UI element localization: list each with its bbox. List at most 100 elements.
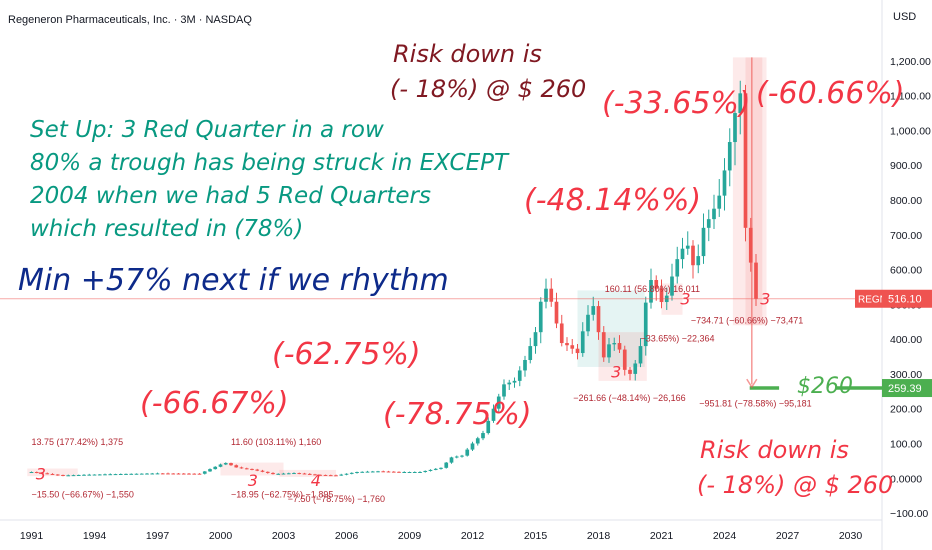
candle-body	[260, 470, 265, 472]
candle-body	[187, 473, 191, 475]
candle-body	[103, 474, 107, 476]
candle-body	[34, 472, 39, 473]
candle-body	[633, 363, 638, 374]
candle-body	[328, 475, 333, 477]
candle-body	[544, 288, 548, 302]
candle-body	[339, 474, 344, 476]
candle-body	[376, 471, 380, 473]
candle-body	[428, 469, 433, 471]
candle-body	[134, 473, 139, 475]
candle-body	[565, 343, 569, 346]
candle-body	[61, 474, 65, 476]
candle-body	[481, 433, 485, 439]
candle-body	[386, 471, 391, 473]
y-tick-label: 400.00	[890, 334, 922, 346]
target-price-label: 259.39	[888, 383, 922, 395]
candle-body	[145, 473, 149, 475]
measure-label: −261.66 (−48.14%) −26,166	[573, 393, 685, 403]
candle-body	[454, 456, 459, 458]
candle-body	[29, 472, 34, 473]
measure-box	[27, 468, 78, 477]
x-tick-label: 2027	[776, 530, 800, 542]
pct-1991: (-66.67%)	[140, 386, 289, 421]
measure-label: 160.11 (56.80%) 16,011	[605, 284, 700, 294]
candle-body	[754, 262, 758, 299]
candle-body	[586, 314, 590, 332]
risk-top-line-1: Risk down is	[393, 40, 542, 68]
candle-body	[706, 219, 711, 228]
candle-body	[129, 473, 134, 475]
candle-body	[286, 473, 291, 475]
candle-body	[118, 474, 123, 475]
candle-body	[418, 472, 422, 473]
candle-body	[691, 245, 695, 266]
candle-body	[318, 474, 323, 476]
pct-2004: (-78.75%)	[383, 397, 532, 432]
candle-body	[685, 245, 690, 249]
min-target-text: Min +57% next if we rhythm	[18, 263, 449, 298]
x-tick-label: 2000	[209, 530, 233, 542]
measure-box	[279, 469, 336, 477]
candle-body	[738, 93, 743, 114]
candle-body	[727, 142, 732, 171]
quarter-count: 3	[611, 362, 621, 381]
candle-body	[612, 343, 617, 345]
candle-body	[412, 472, 417, 473]
quarter-count: 3	[680, 289, 690, 308]
x-tick-label: 2024	[713, 530, 737, 542]
candle-body	[512, 380, 517, 383]
setup-line-3: 2004 when we had 5 Red Quarters	[30, 183, 431, 209]
candle-body	[496, 396, 501, 409]
candle-body	[733, 113, 737, 143]
candle-body	[601, 332, 606, 358]
y-tick-label: 200.00	[890, 404, 922, 416]
measure-label: −33.65%) −22,364	[641, 334, 715, 344]
candle-body	[533, 332, 538, 347]
series-tag-bg	[855, 289, 882, 308]
x-tick-label: 1994	[83, 530, 107, 542]
measure-label: −15.50 (−66.67%) −1,550	[32, 489, 134, 499]
candle-body	[439, 467, 443, 469]
y-tick-label: 300.00	[890, 369, 922, 381]
candle-body	[344, 473, 349, 475]
candle-body	[349, 472, 354, 474]
candle-body	[433, 468, 438, 470]
chart-title: Regeneron Pharmaceuticals, Inc. · 3M · N…	[8, 14, 252, 26]
pct-2020: (-33.65%)	[602, 86, 751, 121]
candle-body	[502, 384, 506, 397]
candle-body	[40, 472, 44, 474]
candle-body	[570, 345, 575, 349]
quarter-count: 3	[760, 289, 770, 308]
setup-line-4: which resulted in (78%)	[30, 216, 303, 242]
candle-body	[397, 471, 401, 473]
candle-body	[659, 288, 664, 303]
pct-2024: (-60.66%)	[756, 76, 905, 111]
y-tick-label: 700.00	[890, 230, 922, 242]
candle-body	[517, 370, 522, 381]
measure-label: −951.81 (−78.58%) −95,181	[699, 398, 811, 408]
risk-bottom-line-2: (- 18%) @ $ 260	[697, 471, 893, 499]
candle-body	[580, 331, 585, 354]
candle-body	[55, 474, 60, 476]
candle-body	[743, 93, 748, 228]
candle-body	[722, 170, 727, 196]
current-price-badge	[882, 289, 932, 308]
candle-body	[423, 470, 428, 472]
candle-body	[549, 288, 554, 302]
candle-body	[271, 472, 275, 475]
candle-body	[160, 473, 165, 475]
candle-body	[108, 474, 113, 476]
x-tick-label: 1991	[20, 530, 44, 542]
candle-body	[617, 343, 622, 350]
x-tick-label: 2021	[650, 530, 674, 542]
candle-body	[223, 463, 228, 465]
x-tick-label: 2018	[587, 530, 611, 542]
candle-body	[181, 473, 186, 475]
risk-top-line-2: (- 18%) @ $ 260	[390, 75, 586, 103]
y-tick-label: 1,100.00	[890, 91, 931, 103]
candle-body	[113, 474, 118, 476]
currency-label: USD	[893, 11, 916, 23]
candle-body	[696, 256, 701, 266]
